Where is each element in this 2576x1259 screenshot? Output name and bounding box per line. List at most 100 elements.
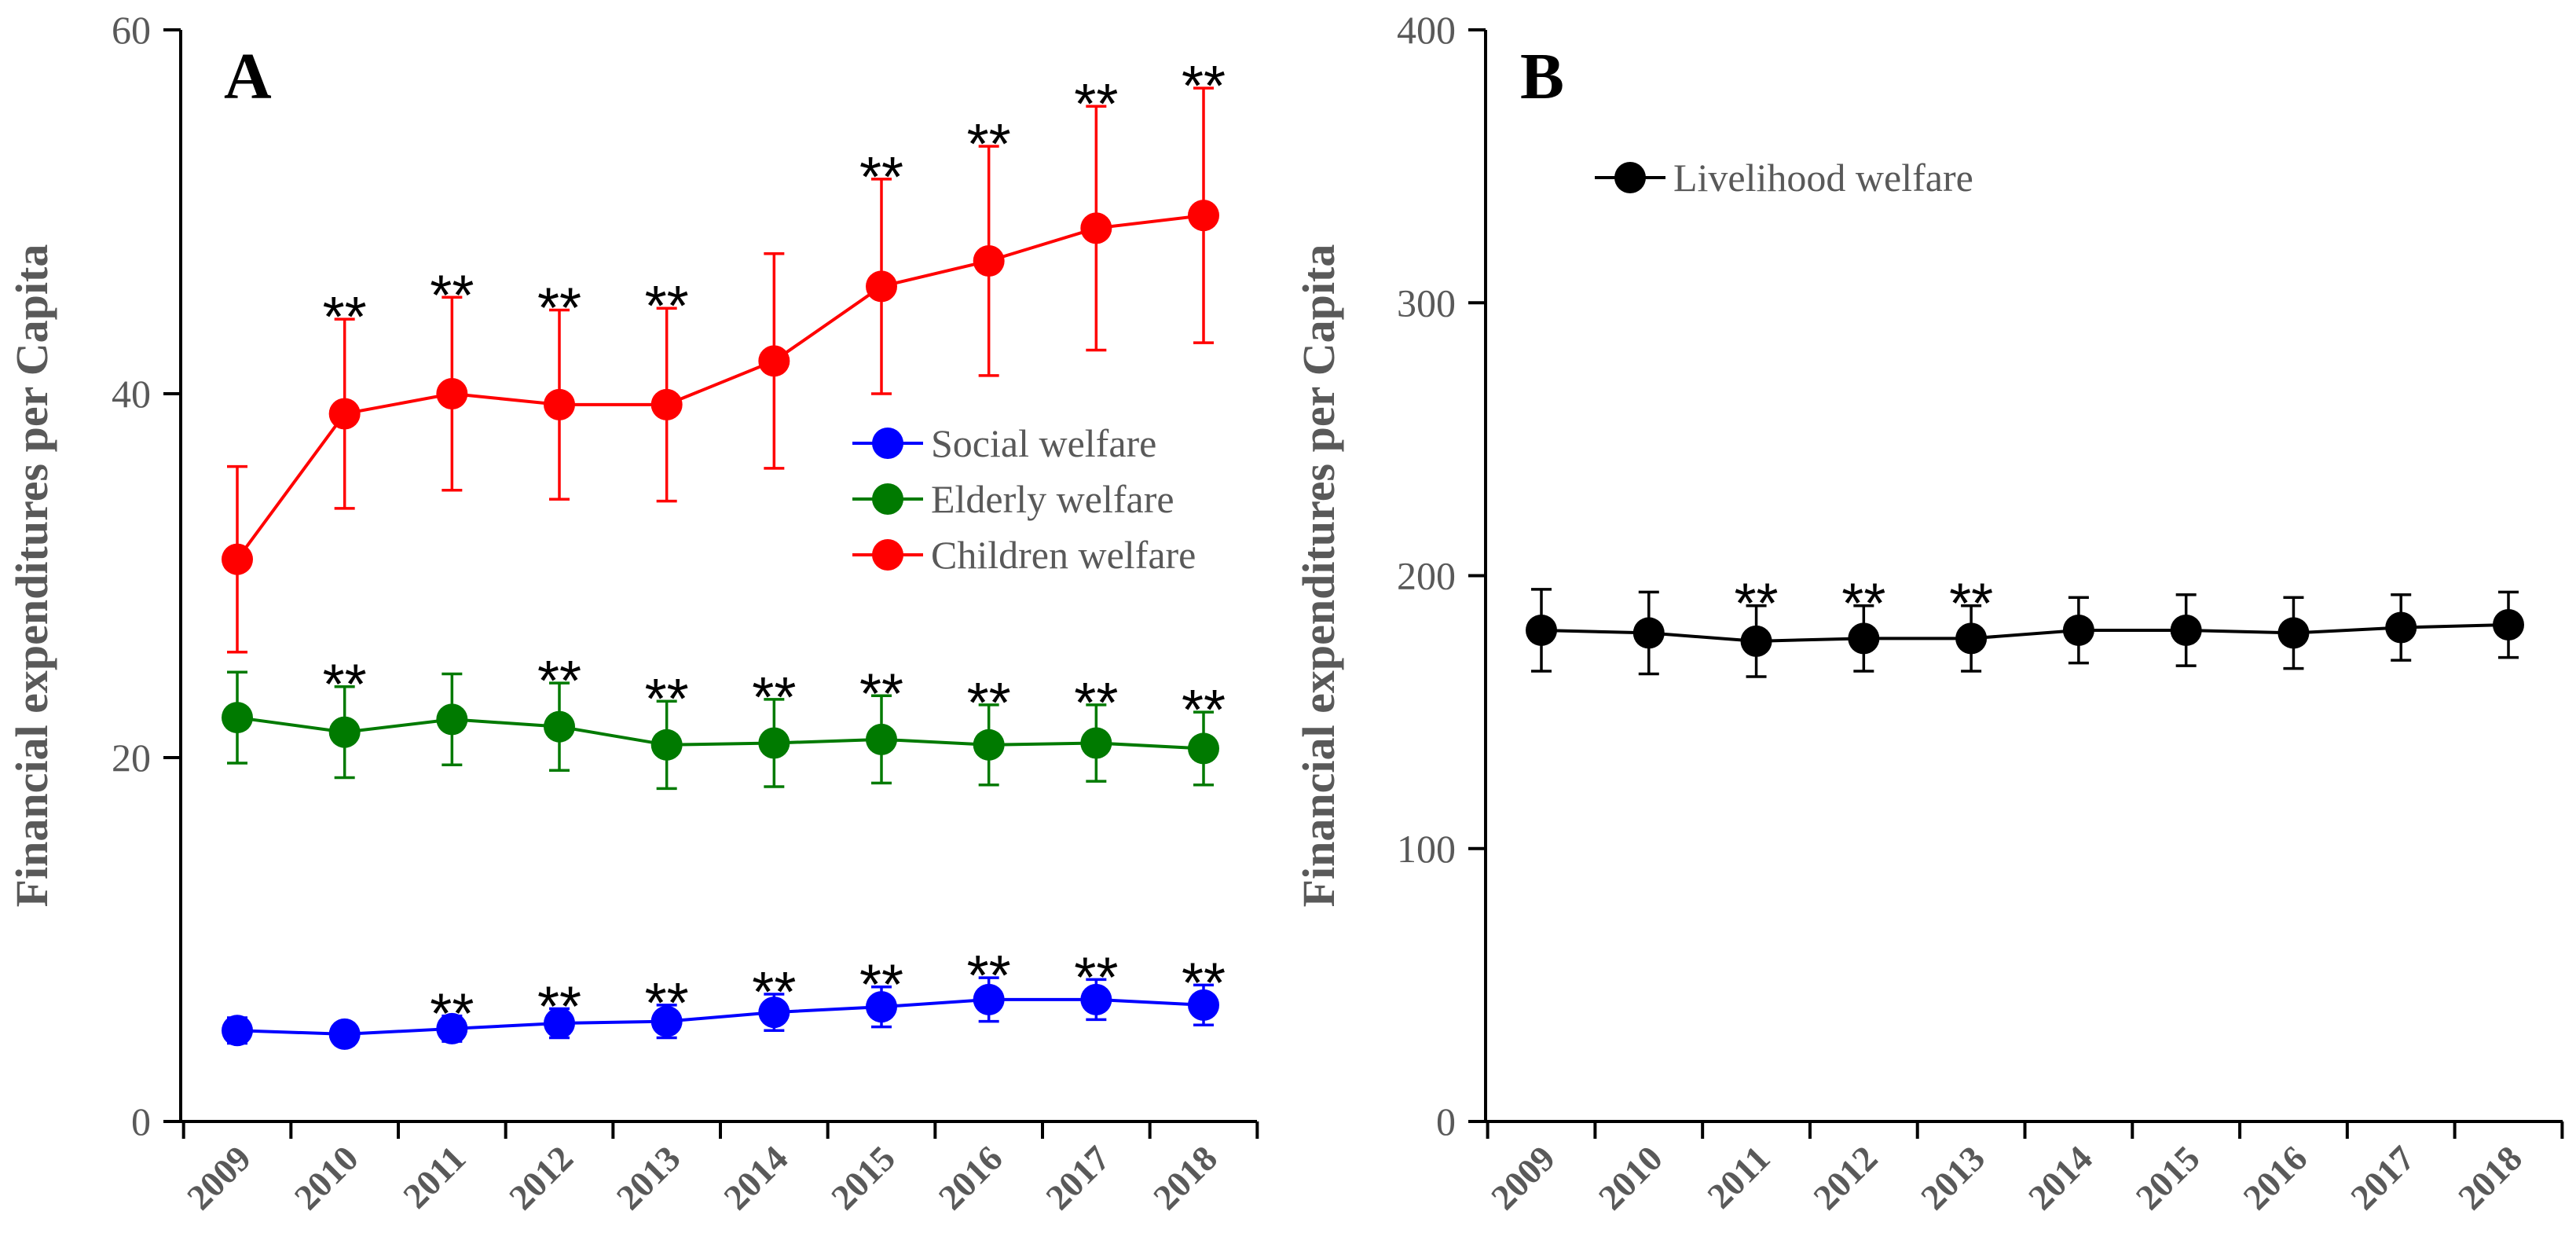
significance-marker: ** xyxy=(859,954,903,1017)
data-point xyxy=(2493,609,2524,641)
legend-entry: Livelihood welfare xyxy=(1673,156,1973,200)
x-tick-label: 2015 xyxy=(823,1138,903,1217)
y-tick-label: 100 xyxy=(1397,827,1456,871)
data-point xyxy=(544,710,575,743)
series-line xyxy=(236,997,1204,1036)
legend-marker xyxy=(872,428,903,459)
data-point xyxy=(1188,989,1219,1021)
data-point xyxy=(650,388,683,420)
data-point xyxy=(1188,200,1219,232)
data-point xyxy=(1632,617,1665,649)
y-tick-label: 0 xyxy=(131,1099,151,1143)
significance-marker: ** xyxy=(430,264,474,327)
data-point xyxy=(973,729,1005,761)
significance-marker: ** xyxy=(752,666,796,729)
significance-marker: ** xyxy=(645,668,689,731)
significance-marker: ** xyxy=(1182,679,1226,742)
data-point xyxy=(1080,212,1112,244)
y-axis-title: Financial expenditures per Capita xyxy=(1293,244,1344,908)
x-tick-label: 2010 xyxy=(1591,1138,1670,1217)
significance-marker: ** xyxy=(537,650,581,713)
x-tick-label: 2016 xyxy=(931,1138,1010,1217)
data-point xyxy=(222,1015,253,1047)
significance-marker: ** xyxy=(1735,573,1779,636)
x-tick-label: 2011 xyxy=(395,1138,473,1216)
series-social-welfare: ** ** ** ** ** ** ** ** xyxy=(222,945,1226,1050)
data-point xyxy=(866,991,897,1023)
x-tick-label: 2018 xyxy=(1145,1138,1225,1217)
data-point xyxy=(1740,625,1772,657)
legend-marker xyxy=(872,539,903,571)
panel-label: A xyxy=(224,40,272,113)
legend-marker xyxy=(1614,162,1646,193)
data-point xyxy=(2062,614,2094,646)
series-line xyxy=(236,214,1204,560)
x-tick-label: 2012 xyxy=(501,1138,581,1217)
data-point xyxy=(2277,617,2310,649)
significance-marker: ** xyxy=(1841,573,1885,636)
significance-marker: ** xyxy=(1182,952,1226,1015)
data-point xyxy=(328,398,361,430)
data-point xyxy=(758,345,790,377)
significance-marker: ** xyxy=(752,961,796,1024)
x-tick-label: 2018 xyxy=(2450,1138,2530,1217)
x-tick-label: 2017 xyxy=(1038,1138,1117,1217)
data-point xyxy=(973,245,1005,277)
significance-marker: ** xyxy=(1074,672,1118,735)
data-point xyxy=(436,703,468,736)
significance-marker: ** xyxy=(967,113,1011,176)
data-point xyxy=(1848,622,1880,655)
significance-marker: ** xyxy=(645,972,689,1035)
significance-marker: ** xyxy=(1074,946,1118,1009)
significance-marker: ** xyxy=(1074,73,1118,136)
panel-label: B xyxy=(1520,40,1564,113)
data-point xyxy=(436,378,468,409)
significance-marker: ** xyxy=(859,663,903,725)
data-point xyxy=(758,997,790,1029)
x-tick-label: 2017 xyxy=(2343,1138,2422,1217)
x-tick-label: 2010 xyxy=(287,1138,366,1217)
significance-marker: ** xyxy=(967,945,1011,1008)
significance-marker: ** xyxy=(1949,573,1993,636)
legend-marker xyxy=(872,483,903,515)
data-point xyxy=(1188,732,1219,765)
data-point xyxy=(1080,727,1112,759)
data-point xyxy=(222,702,253,734)
x-tick-label: 2009 xyxy=(1483,1138,1563,1217)
data-point xyxy=(866,270,897,303)
x-tick-label: 2009 xyxy=(179,1138,258,1217)
legend-entry: Social welfare xyxy=(931,421,1156,465)
data-point xyxy=(1080,983,1112,1015)
significance-marker: ** xyxy=(430,983,474,1046)
data-point xyxy=(328,1018,361,1050)
significance-marker: ** xyxy=(1182,55,1226,118)
data-point xyxy=(328,716,361,748)
data-point xyxy=(544,388,575,420)
y-axis-title: Financial expenditures per Capita xyxy=(6,244,57,908)
legend-entry: Children welfare xyxy=(931,533,1196,577)
significance-marker: ** xyxy=(859,146,903,209)
chart-panel-A: 0 20 40 60 2009 2010 2011 2012 2013 2014 2015 2016 2… xyxy=(6,8,1259,1217)
series-livelihood-welfare: ** ** ** xyxy=(1526,573,2524,678)
significance-marker: ** xyxy=(645,275,689,338)
data-point xyxy=(544,1007,575,1039)
series-elderly-welfare: ** ** ** ** ** ** ** ** xyxy=(222,650,1226,791)
data-point xyxy=(973,983,1005,1015)
series-line xyxy=(1541,623,2509,643)
data-point xyxy=(1955,622,1988,655)
legend: Social welfare Elderly welfare Children we… xyxy=(852,421,1196,577)
chart-panel-B: 0 100 200 300 400 2009 2010 2011 2012 2013 2014 201… xyxy=(1293,8,2564,1217)
x-tick-label: 2015 xyxy=(2128,1138,2208,1217)
data-point xyxy=(2170,614,2202,646)
data-point xyxy=(866,723,897,755)
y-tick-label: 0 xyxy=(1436,1099,1456,1143)
x-tick-label: 2014 xyxy=(2021,1138,2100,1217)
series-children-welfare: ** ** ** ** ** ** ** ** xyxy=(222,55,1226,654)
x-tick-label: 2011 xyxy=(1699,1138,1777,1216)
y-tick-label: 20 xyxy=(112,736,151,780)
x-tick-label: 2014 xyxy=(716,1138,795,1217)
significance-marker: ** xyxy=(537,277,581,340)
x-tick-label: 2016 xyxy=(2235,1138,2314,1217)
significance-marker: ** xyxy=(323,286,367,349)
